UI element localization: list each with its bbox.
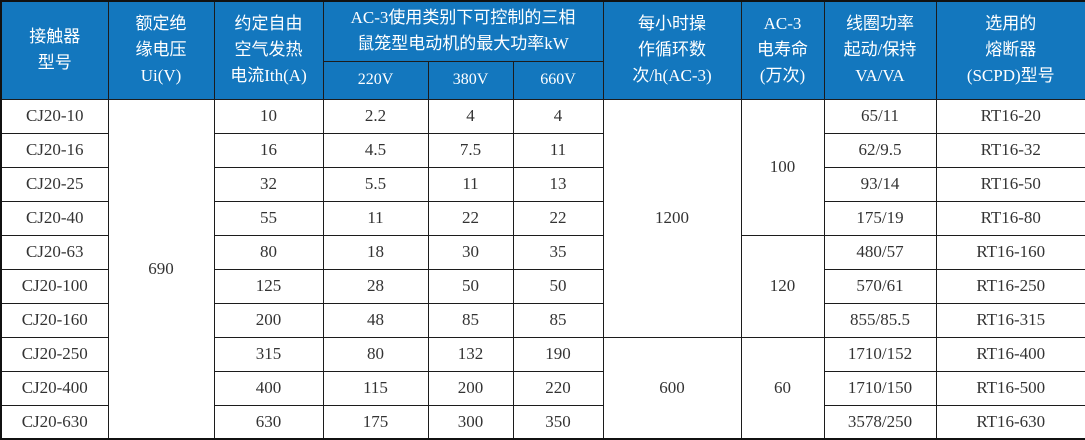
- cell-ith: 10: [213, 98, 324, 134]
- cell-coil: 480/57: [823, 234, 937, 270]
- header-ac3-power-group: AC-3使用类别下可控制的三相 鼠笼型电动机的最大功率kW: [322, 0, 604, 62]
- cell-p380: 85: [427, 302, 514, 338]
- cell-p660: 50: [512, 268, 604, 304]
- cell-coil: 1710/150: [823, 370, 937, 406]
- table-row: CJ20-160 200 48 85 85 855/85.5 RT16-315: [0, 302, 1085, 338]
- cell-ui-merged: 690: [107, 98, 215, 440]
- cell-model: CJ20-63: [0, 234, 109, 270]
- cell-ith: 315: [213, 336, 324, 372]
- cell-ith: 125: [213, 268, 324, 304]
- cell-coil: 855/85.5: [823, 302, 937, 338]
- cell-fuse: RT16-50: [935, 166, 1085, 202]
- cell-p660: 350: [512, 404, 604, 440]
- cell-ith: 80: [213, 234, 324, 270]
- header-insulation-voltage: 额定绝 缘电压 Ui(V): [107, 0, 215, 100]
- header-model: 接触器 型号: [0, 0, 109, 100]
- cell-p380: 50: [427, 268, 514, 304]
- cell-fuse: RT16-20: [935, 98, 1085, 134]
- cell-cycles-merged: 600: [602, 336, 742, 440]
- cell-p220: 11: [322, 200, 429, 236]
- cell-p660: 11: [512, 132, 604, 168]
- cell-coil: 570/61: [823, 268, 937, 304]
- cell-ith: 630: [213, 404, 324, 440]
- cell-p220: 28: [322, 268, 429, 304]
- cell-ith: 400: [213, 370, 324, 406]
- cell-p380: 132: [427, 336, 514, 372]
- cell-model: CJ20-250: [0, 336, 109, 372]
- table-row: CJ20-25 32 5.5 11 13 93/14 RT16-50: [0, 166, 1085, 202]
- cell-p220: 48: [322, 302, 429, 338]
- cell-model: CJ20-25: [0, 166, 109, 202]
- table-row: CJ20-16 16 4.5 7.5 11 62/9.5 RT16-32: [0, 132, 1085, 168]
- cell-p660: 13: [512, 166, 604, 202]
- cell-p220: 5.5: [322, 166, 429, 202]
- header-electrical-life: AC-3 电寿命 (万次): [740, 0, 825, 100]
- header-coil-power: 线圈功率 起动/保持 VA/VA: [823, 0, 937, 100]
- cell-model: CJ20-400: [0, 370, 109, 406]
- cell-coil: 93/14: [823, 166, 937, 202]
- cell-model: CJ20-630: [0, 404, 109, 440]
- cell-p660: 190: [512, 336, 604, 372]
- header-fuse-model: 选用的 熔断器 (SCPD)型号: [935, 0, 1085, 100]
- header-row-top: 接触器 型号 额定绝 缘电压 Ui(V) 约定自由 空气发热 电流Ith(A) …: [0, 0, 1085, 100]
- cell-p660: 22: [512, 200, 604, 236]
- cell-model: CJ20-10: [0, 98, 109, 134]
- cell-cycles-merged: 1200: [602, 98, 742, 338]
- cell-ith: 55: [213, 200, 324, 236]
- header-row-sub: 220V 380V 660V: [1, 60, 1085, 100]
- cell-model: CJ20-16: [0, 132, 109, 168]
- cell-p380: 7.5: [427, 132, 514, 168]
- cell-p660: 35: [512, 234, 604, 270]
- header-220v: 220V: [322, 60, 429, 100]
- cell-coil: 65/11: [823, 98, 937, 134]
- cell-model: CJ20-160: [0, 302, 109, 338]
- cell-p380: 4: [427, 98, 514, 134]
- cell-p380: 22: [427, 200, 514, 236]
- cell-p380: 300: [427, 404, 514, 440]
- header-380v: 380V: [427, 60, 514, 100]
- cell-coil: 175/19: [823, 200, 937, 236]
- cell-p660: 4: [512, 98, 604, 134]
- cell-fuse: RT16-32: [935, 132, 1085, 168]
- header-thermal-current: 约定自由 空气发热 电流Ith(A): [213, 0, 324, 100]
- header-660v: 660V: [512, 60, 604, 100]
- cell-p660: 220: [512, 370, 604, 406]
- cell-model: CJ20-100: [0, 268, 109, 304]
- cell-p380: 200: [427, 370, 514, 406]
- cell-coil: 1710/152: [823, 336, 937, 372]
- cell-life-merged: 100: [740, 98, 825, 236]
- cell-fuse: RT16-500: [935, 370, 1085, 406]
- cell-p220: 175: [322, 404, 429, 440]
- cell-p220: 18: [322, 234, 429, 270]
- cell-p380: 30: [427, 234, 514, 270]
- cell-p660: 85: [512, 302, 604, 338]
- table-row: CJ20-63 80 18 30 35 120 480/57 RT16-160: [0, 234, 1085, 338]
- cell-fuse: RT16-315: [935, 302, 1085, 338]
- cell-coil: 3578/250: [823, 404, 937, 440]
- table-row: CJ20-10 690 10 2.2 4 4 1200 100 65/11 RT…: [0, 98, 1085, 440]
- table-row: CJ20-250 315 80 132 190 600 60 1710/152 …: [0, 336, 1085, 440]
- table-row: CJ20-630 630 175 300 350 3578/250 RT16-6…: [0, 404, 1085, 440]
- cell-model: CJ20-40: [0, 200, 109, 236]
- cell-p380: 11: [427, 166, 514, 202]
- cell-life-merged: 120: [740, 234, 825, 338]
- cell-ith: 200: [213, 302, 324, 338]
- cell-p220: 4.5: [322, 132, 429, 168]
- cell-fuse: RT16-400: [935, 336, 1085, 372]
- cell-fuse: RT16-630: [935, 404, 1085, 440]
- header-cycles-per-hour: 每小时操 作循环数 次/h(AC-3): [602, 0, 742, 100]
- cell-life-merged: 60: [740, 336, 825, 440]
- cell-p220: 80: [322, 336, 429, 372]
- cell-fuse: RT16-160: [935, 234, 1085, 270]
- cell-coil: 62/9.5: [823, 132, 937, 168]
- cell-ith: 16: [213, 132, 324, 168]
- cell-ith: 32: [213, 166, 324, 202]
- cell-fuse: RT16-250: [935, 268, 1085, 304]
- cell-p220: 2.2: [322, 98, 429, 134]
- cell-p220: 115: [322, 370, 429, 406]
- cell-fuse: RT16-80: [935, 200, 1085, 236]
